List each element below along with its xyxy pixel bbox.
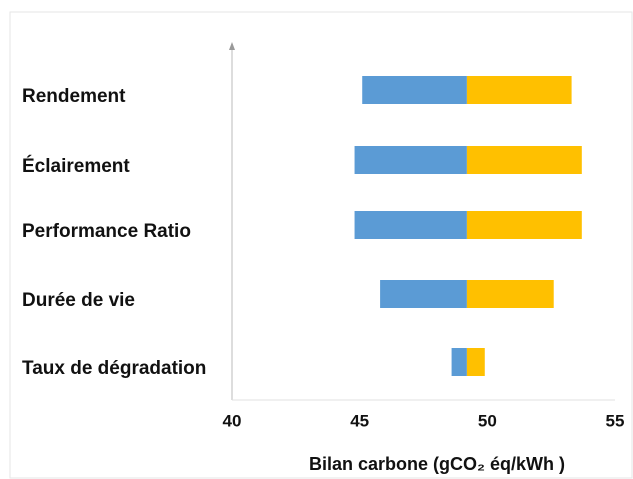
bar-low xyxy=(354,211,467,239)
x-tick-label: 55 xyxy=(606,411,625,430)
axis-arrow xyxy=(229,42,235,50)
category-label: Taux de dégradation xyxy=(22,358,206,379)
x-tick-label: 50 xyxy=(478,411,497,430)
category-label: Performance Ratio xyxy=(22,221,191,242)
bar-low xyxy=(354,146,467,174)
frame xyxy=(9,11,633,479)
x-tick-label: 45 xyxy=(350,411,369,430)
category-label: Éclairement xyxy=(22,155,130,177)
x-tick-label: 40 xyxy=(223,411,242,430)
category-label: Durée de vie xyxy=(22,290,135,311)
bar-low xyxy=(451,348,467,376)
bar-low xyxy=(380,280,467,308)
category-label: Rendement xyxy=(22,86,126,107)
bar-high xyxy=(466,211,582,239)
x-axis-label: Bilan carbone (gCO₂ éq/kWh ) xyxy=(309,454,565,474)
bar-low xyxy=(362,76,467,104)
bar-high xyxy=(466,280,554,308)
bar-high xyxy=(466,76,572,104)
bar-high xyxy=(466,348,485,376)
bar-high xyxy=(466,146,582,174)
